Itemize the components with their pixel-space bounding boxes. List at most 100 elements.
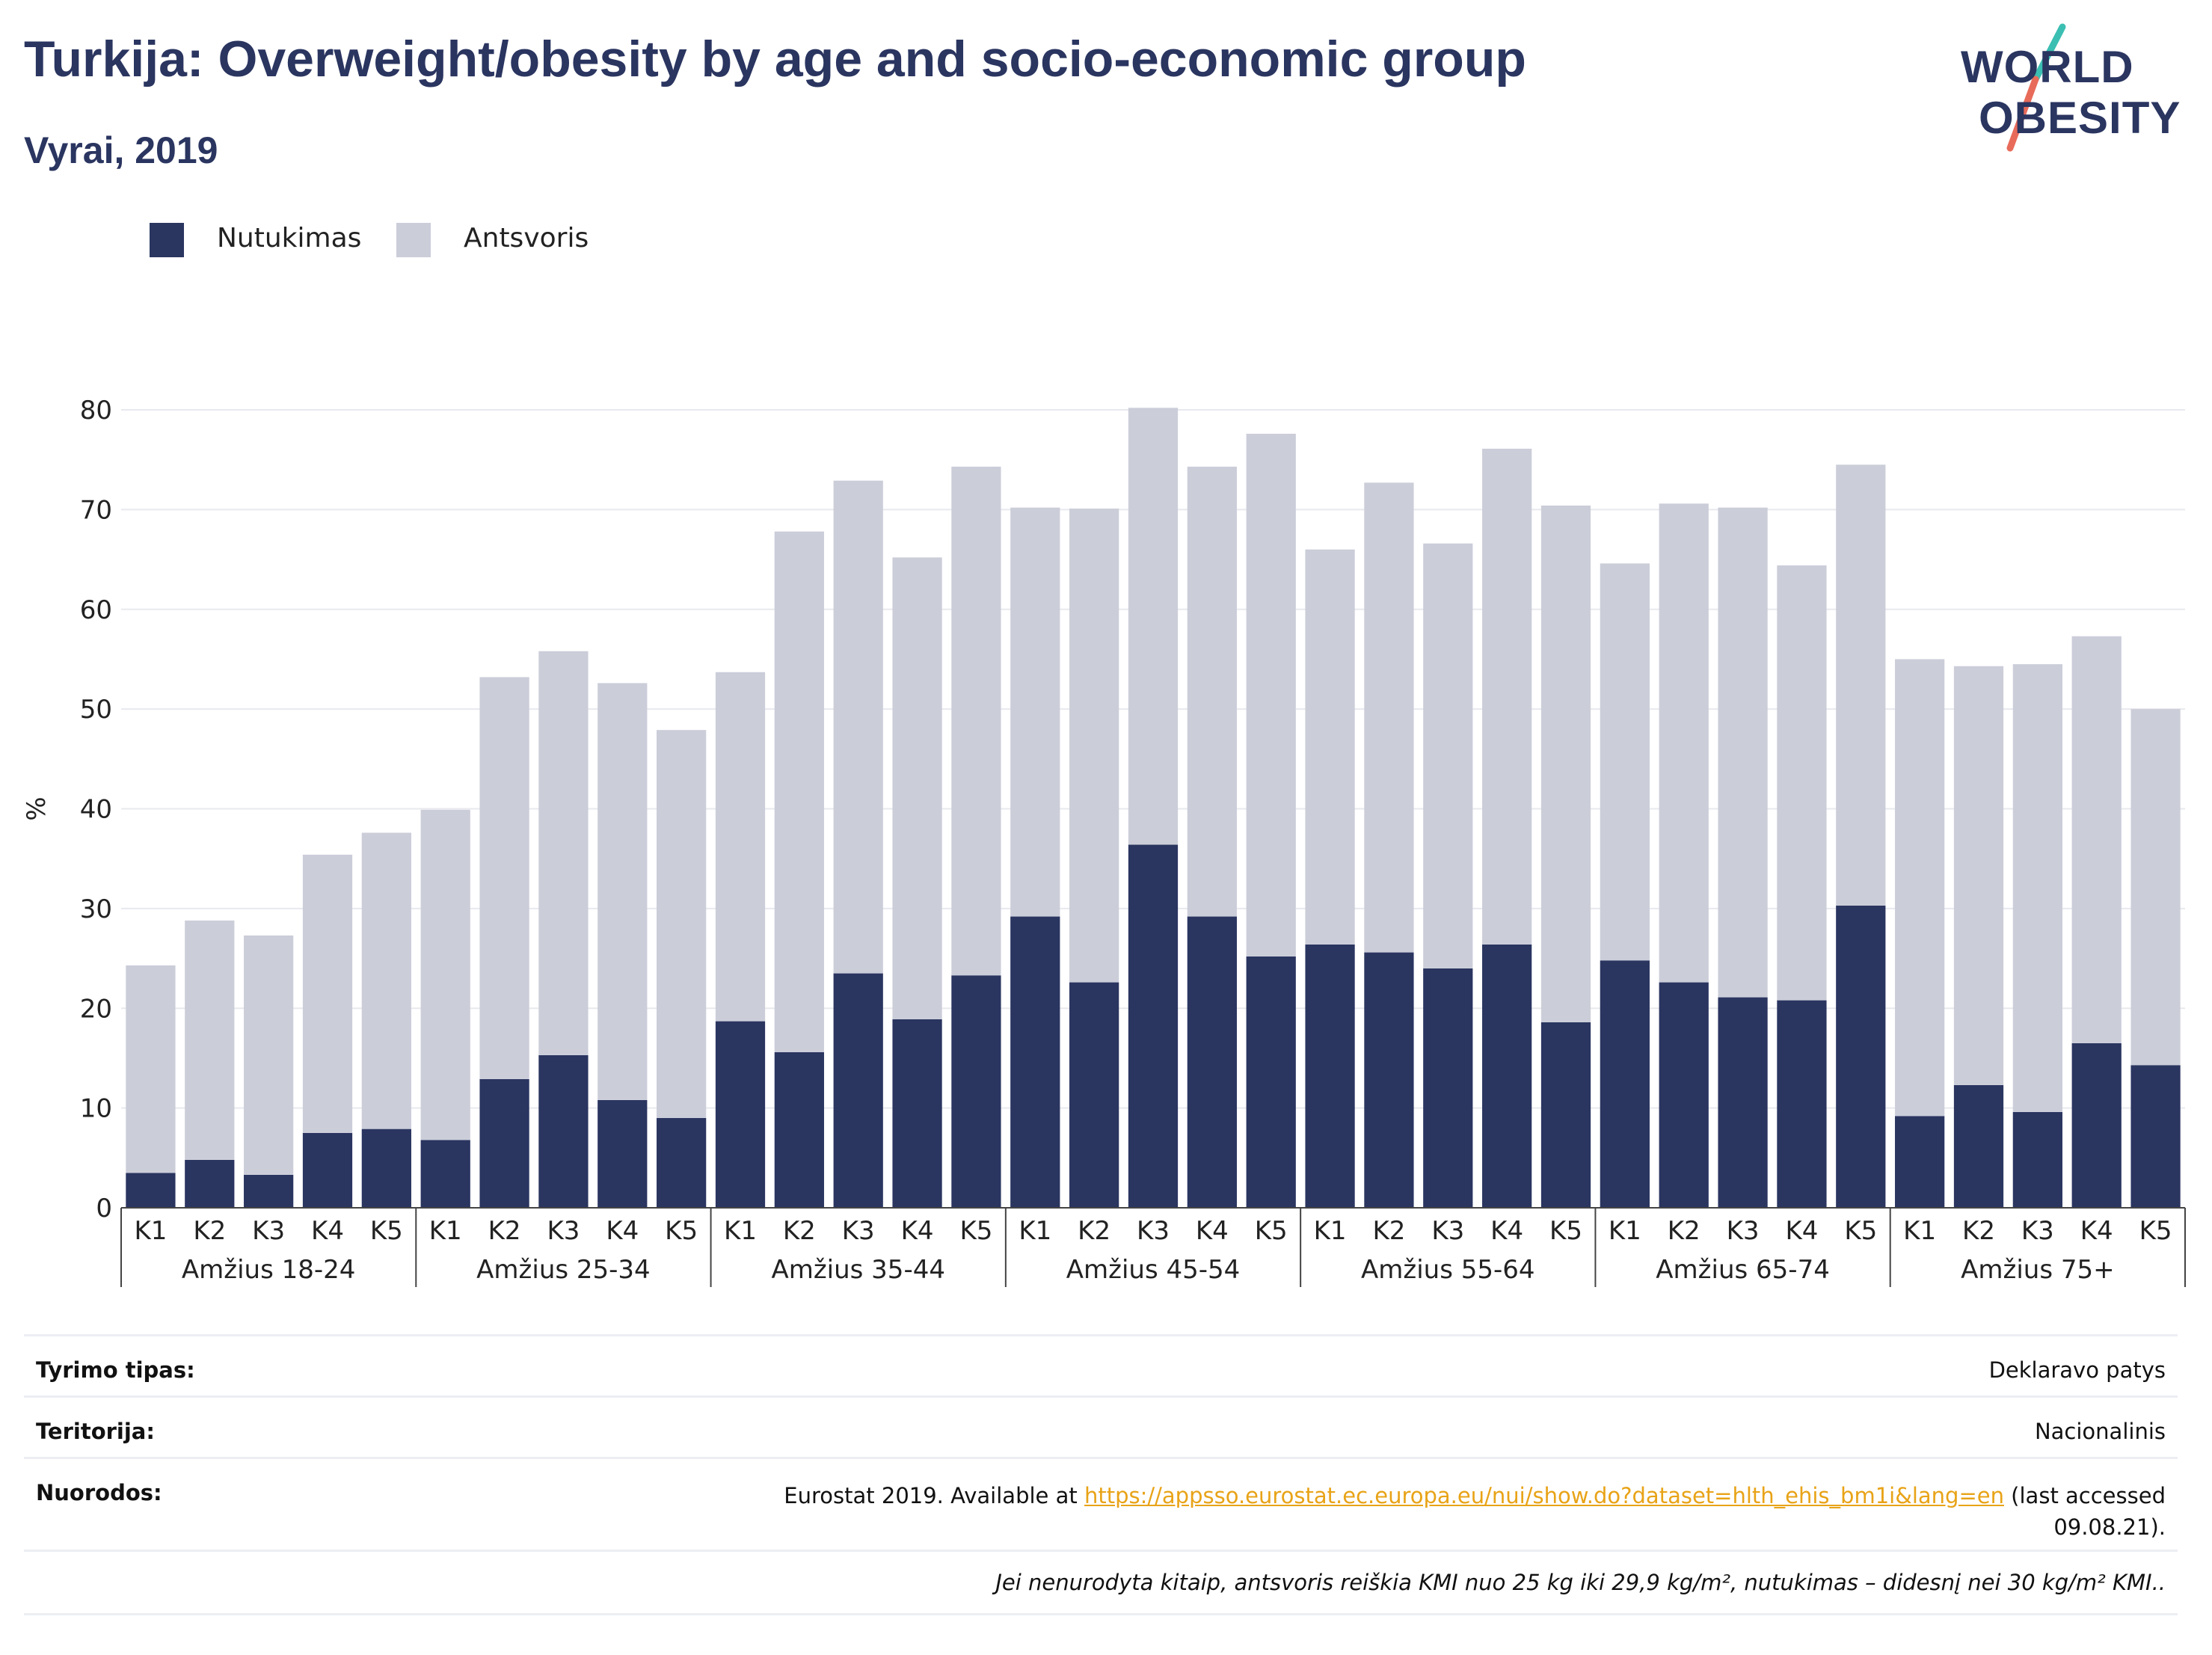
info-row-note: Jei nenurodyta kitaip, antsvoris reiškia… (24, 1550, 2178, 1615)
info-row-territory: Teritorija: Nacionalinis (24, 1395, 2178, 1459)
x-category-label: K4 (1785, 1216, 1818, 1246)
bar-obesity (1010, 916, 1060, 1208)
x-category-label: K4 (606, 1216, 639, 1246)
bar-obesity (1246, 956, 1296, 1208)
bar-overweight (1069, 509, 1119, 983)
y-tick-label: 80 (80, 396, 112, 426)
y-tick-label: 50 (80, 695, 112, 725)
bar-obesity (833, 973, 883, 1208)
bar-obesity (1305, 944, 1355, 1208)
bar-obesity (1718, 997, 1768, 1208)
bar-obesity (1777, 1000, 1827, 1208)
logo-slash-icon (2006, 23, 2066, 152)
bar-overweight (833, 480, 883, 974)
info-value-territory: Nacionalinis (2034, 1419, 2166, 1444)
bar-obesity (302, 1132, 353, 1208)
bar-obesity (538, 1054, 589, 1208)
x-group-label: Amžius 75+ (1961, 1255, 2115, 1285)
x-group-label: Amžius 25-34 (476, 1255, 651, 1285)
bar-obesity (2071, 1043, 2122, 1208)
bar-obesity (1364, 952, 1414, 1208)
bar-obesity (361, 1129, 411, 1208)
bar-overweight (1895, 659, 1945, 1117)
bar-obesity (715, 1021, 766, 1208)
y-tick-label: 70 (80, 495, 112, 525)
x-category-label: K5 (959, 1216, 992, 1246)
legend-label-obesity: Nutukimas (217, 223, 362, 254)
bar-overweight (1482, 449, 1532, 945)
bar-overweight (2071, 636, 2122, 1043)
x-category-label: K5 (370, 1216, 403, 1246)
x-category-label: K2 (783, 1216, 816, 1246)
bar-overweight (479, 677, 529, 1079)
x-category-label: K5 (665, 1216, 698, 1246)
bar-obesity (126, 1173, 176, 1208)
x-category-label: K1 (429, 1216, 462, 1246)
y-tick-label: 40 (80, 795, 112, 825)
x-category-label: K5 (1255, 1216, 1288, 1246)
bar-obesity (597, 1099, 648, 1208)
bar-obesity (951, 975, 1001, 1208)
bar-obesity (1659, 982, 1709, 1208)
bar-overweight (302, 854, 353, 1133)
bar-overweight (715, 672, 766, 1022)
x-category-label: K3 (1431, 1216, 1464, 1246)
bar-overweight (1246, 434, 1296, 957)
bar-overweight (361, 832, 411, 1129)
bar-overweight (1953, 666, 2004, 1085)
y-tick-label: 10 (80, 1094, 112, 1124)
bar-obesity (2012, 1111, 2062, 1208)
bar-obesity (657, 1117, 707, 1208)
x-category-label: K1 (1019, 1216, 1051, 1246)
bar-obesity (1423, 968, 1473, 1208)
bar-obesity (1187, 916, 1237, 1208)
x-category-label: K3 (1727, 1216, 1760, 1246)
bar-overweight (951, 467, 1001, 976)
x-category-label: K5 (1549, 1216, 1582, 1246)
bar-overweight (1777, 565, 1827, 1001)
x-category-label: K1 (1314, 1216, 1347, 1246)
x-group-label: Amžius 65-74 (1656, 1255, 1830, 1285)
bar-overweight (1305, 549, 1355, 945)
bar-obesity (1836, 905, 1886, 1208)
reference-link[interactable]: https://appsso.eurostat.ec.europa.eu/nui… (1084, 1483, 2004, 1508)
reference-suffix: (last accessed (2003, 1483, 2166, 1508)
bar-overweight (774, 531, 824, 1052)
x-category-label: K2 (488, 1216, 521, 1246)
chart-title: Turkija: Overweight/obesity by age and s… (24, 31, 1526, 87)
reference-prefix: Eurostat 2019. Available at (784, 1483, 1084, 1508)
bar-obesity (185, 1159, 235, 1208)
bar-overweight (126, 965, 176, 1173)
info-label-references: Nuorodos: (36, 1480, 162, 1505)
definition-note: Jei nenurodyta kitaip, antsvoris reiškia… (995, 1570, 2166, 1595)
x-category-label: K4 (1490, 1216, 1523, 1246)
bar-overweight (1364, 482, 1414, 953)
bar-obesity (1482, 944, 1532, 1208)
bar-obesity (1953, 1084, 2004, 1208)
bar-overweight (1128, 408, 1179, 845)
world-obesity-logo: WORLD OBESITY (1952, 21, 2199, 156)
x-category-label: K1 (134, 1216, 167, 1246)
bar-obesity (1128, 844, 1179, 1208)
x-category-label: K3 (252, 1216, 285, 1246)
x-category-label: K4 (311, 1216, 344, 1246)
x-category-label: K3 (2021, 1216, 2054, 1246)
bar-overweight (1659, 503, 1709, 983)
x-category-label: K4 (1196, 1216, 1229, 1246)
x-category-label: K2 (1962, 1216, 1995, 1246)
x-group-label: Amžius 35-44 (771, 1255, 945, 1285)
info-row-references: Nuorodos: Eurostat 2019. Available at ht… (24, 1457, 2178, 1552)
bar-obesity (1895, 1116, 1945, 1208)
bar-overweight (892, 557, 942, 1019)
bar-overweight (657, 730, 707, 1118)
x-group-label: Amžius 18-24 (182, 1255, 356, 1285)
x-category-label: K5 (2139, 1216, 2172, 1246)
y-tick-label: 0 (96, 1194, 112, 1223)
bar-obesity (244, 1174, 294, 1208)
x-category-label: K1 (1903, 1216, 1936, 1246)
bar-obesity (2130, 1065, 2181, 1208)
bar-overweight (2130, 709, 2181, 1066)
info-label-survey-type: Tyrimo tipas: (36, 1357, 195, 1383)
y-tick-label: 30 (80, 894, 112, 924)
bar-overweight (1836, 464, 1886, 906)
